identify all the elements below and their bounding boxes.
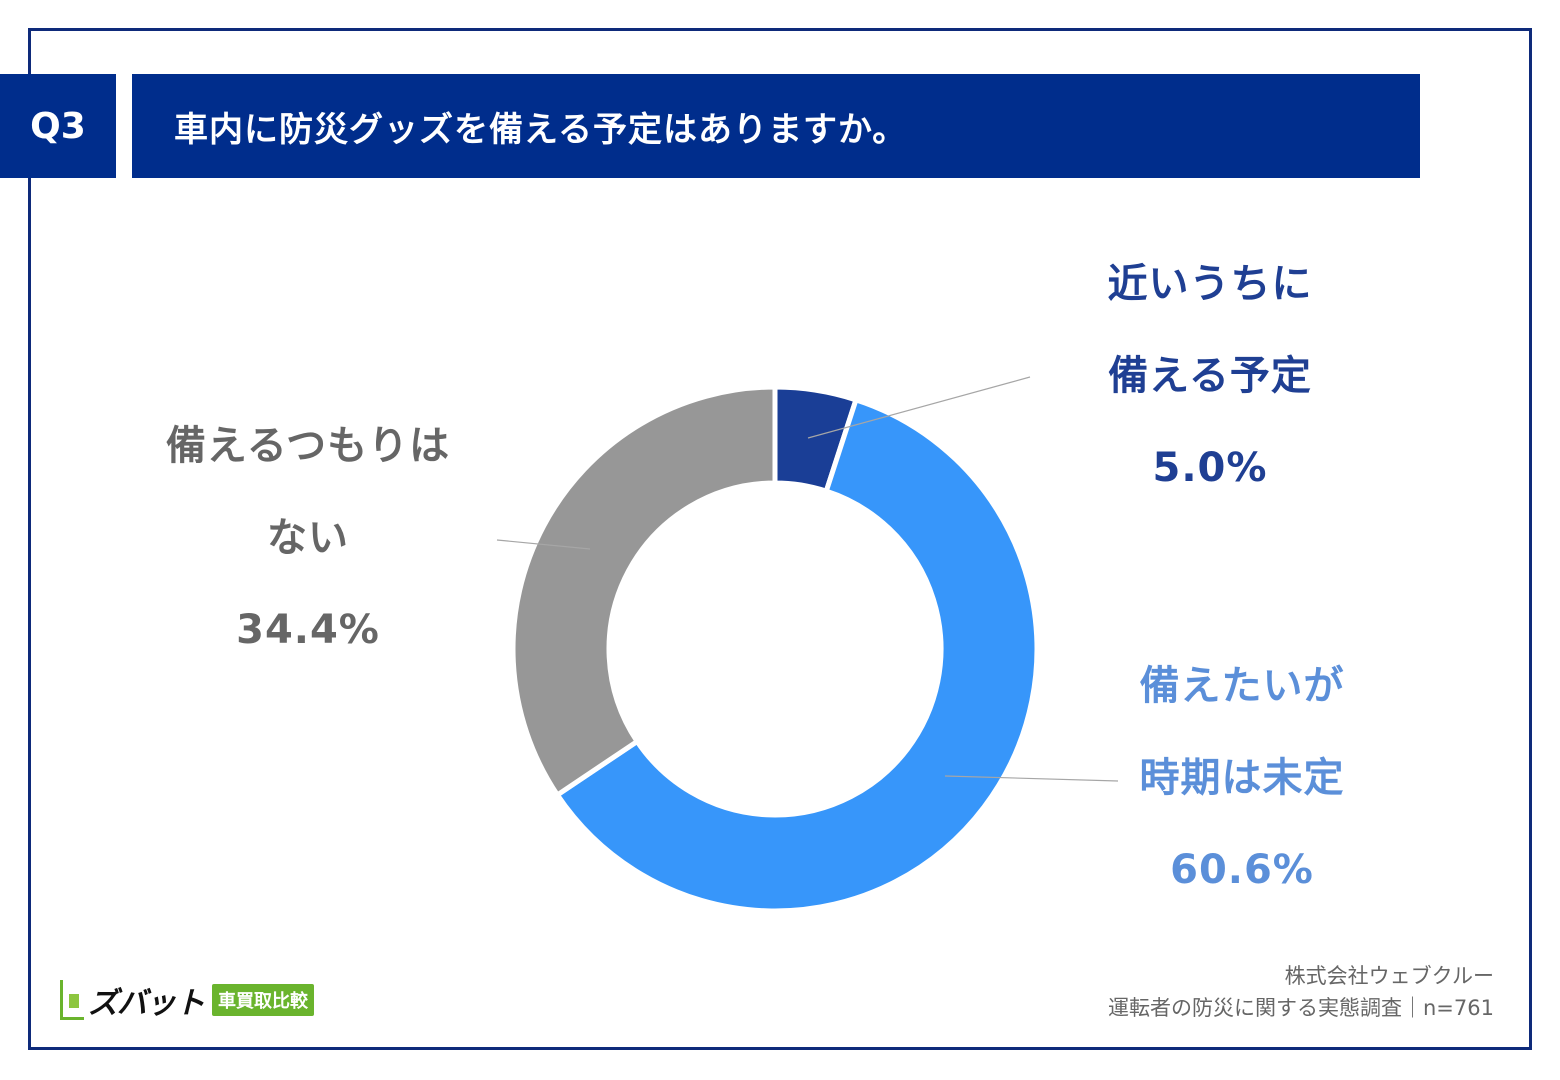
chart-frame [28, 28, 1532, 1050]
source-note: 株式会社ウェブクルー 運転者の防災に関する実態調査｜n=761 [1108, 960, 1494, 1024]
label-undecided-line2: 時期は未定 [1139, 755, 1345, 801]
logo-text: ズバット [88, 986, 205, 1021]
leader-line-undecided [944, 775, 1119, 782]
label-undecided-pct: 60.6% [1170, 847, 1314, 893]
label-soon-line2: 備える予定 [1108, 353, 1312, 399]
label-soon: 近いうちに 備える予定 5.0% [1060, 238, 1360, 514]
label-no-line2: ない [267, 515, 349, 561]
label-undecided: 備えたいが 時期は未定 60.6% [1092, 640, 1392, 916]
label-no: 備えるつもりは ない 34.4% [118, 400, 498, 676]
source-line2: 運転者の防災に関する実態調査｜n=761 [1108, 996, 1494, 1020]
leader-line-no [496, 539, 591, 550]
slice-undecided [553, 396, 1040, 914]
leader-line-soon [807, 376, 1031, 439]
logo-badge: 車買取比較 [212, 984, 314, 1016]
question-title-text: 車内に防災グッズを備える予定はありますか。 [174, 109, 908, 150]
logo-mark-icon [60, 980, 84, 1020]
question-number: Q3 [0, 74, 116, 178]
question-title: 車内に防災グッズを備える予定はありますか。 [132, 74, 1420, 178]
source-line1: 株式会社ウェブクルー [1284, 964, 1494, 988]
slice-no [510, 384, 778, 799]
label-soon-pct: 5.0% [1152, 445, 1268, 491]
label-soon-line1: 近いうちに [1107, 261, 1313, 307]
label-no-pct: 34.4% [236, 607, 380, 653]
label-no-line1: 備えるつもりは [165, 423, 451, 469]
zubat-logo: ズバット 車買取比較 [60, 976, 314, 1024]
label-undecided-line1: 備えたいが [1139, 663, 1345, 709]
